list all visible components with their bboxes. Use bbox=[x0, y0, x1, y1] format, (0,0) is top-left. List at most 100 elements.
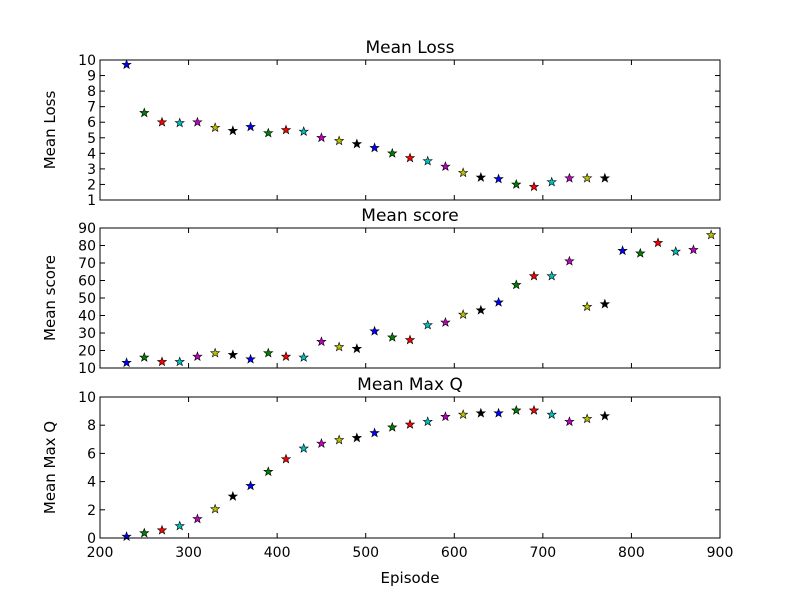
x-tick-label: 500 bbox=[352, 545, 379, 561]
y-tick-label: 20 bbox=[78, 344, 96, 360]
data-point bbox=[511, 279, 522, 290]
data-point bbox=[528, 270, 540, 281]
data-point bbox=[475, 304, 487, 315]
data-point bbox=[156, 524, 168, 535]
data-point bbox=[139, 107, 150, 118]
data-point bbox=[440, 411, 451, 422]
x-tick-label: 800 bbox=[618, 545, 645, 561]
data-point bbox=[404, 334, 416, 345]
data-point bbox=[599, 172, 611, 183]
y-tick-label: 4 bbox=[87, 475, 96, 491]
data-point bbox=[387, 421, 398, 432]
data-point bbox=[635, 247, 646, 258]
data-point bbox=[688, 244, 699, 255]
y-tick-label: 6 bbox=[87, 446, 96, 462]
data-point bbox=[333, 434, 345, 445]
x-axis-label: Episode bbox=[381, 569, 440, 587]
data-point bbox=[528, 181, 540, 192]
data-point bbox=[227, 349, 239, 360]
y-tick-label: 60 bbox=[78, 274, 96, 290]
data-point bbox=[546, 409, 557, 420]
y-tick-label: 8 bbox=[87, 418, 96, 434]
data-point bbox=[227, 490, 239, 501]
data-point bbox=[351, 432, 363, 443]
data-point bbox=[422, 155, 433, 166]
data-point bbox=[475, 171, 487, 182]
data-point bbox=[121, 357, 132, 368]
data-point bbox=[705, 229, 717, 240]
y-tick-label: 1 bbox=[87, 193, 96, 209]
y-axis-label: Mean Loss bbox=[41, 91, 59, 170]
data-point bbox=[617, 245, 628, 256]
data-point bbox=[192, 351, 203, 362]
data-point bbox=[457, 167, 469, 178]
y-tick-label: 5 bbox=[87, 131, 96, 147]
y-tick-label: 6 bbox=[87, 115, 96, 131]
data-point bbox=[581, 301, 593, 312]
data-point bbox=[564, 416, 575, 427]
data-point bbox=[245, 353, 256, 364]
x-tick-label: 300 bbox=[175, 545, 202, 561]
data-point bbox=[333, 341, 345, 352]
data-point bbox=[440, 161, 451, 171]
y-axis-label: Mean score bbox=[41, 255, 59, 341]
data-point bbox=[422, 319, 433, 330]
axes-frame bbox=[99, 227, 721, 369]
y-tick-label: 30 bbox=[78, 326, 96, 342]
x-tick-label: 400 bbox=[264, 545, 291, 561]
y-tick-label: 2 bbox=[87, 177, 96, 193]
y-tick-label: 10 bbox=[78, 53, 96, 69]
panel-title: Mean Loss bbox=[365, 38, 454, 58]
data-point bbox=[298, 442, 309, 453]
data-point bbox=[174, 520, 185, 531]
y-tick-label: 3 bbox=[87, 162, 96, 178]
y-tick-label: 10 bbox=[78, 361, 96, 377]
data-point bbox=[581, 413, 593, 424]
data-point bbox=[564, 172, 575, 183]
data-point bbox=[192, 513, 203, 524]
data-point bbox=[369, 427, 380, 438]
data-point bbox=[263, 466, 274, 477]
data-point bbox=[280, 453, 292, 464]
y-tick-label: 7 bbox=[87, 100, 96, 116]
data-point bbox=[227, 125, 239, 136]
y-tick-label: 70 bbox=[78, 256, 96, 272]
y-tick-label: 40 bbox=[78, 309, 96, 325]
data-point bbox=[280, 124, 292, 135]
data-point bbox=[263, 127, 274, 138]
data-point bbox=[245, 480, 256, 491]
data-point bbox=[139, 352, 150, 362]
data-point bbox=[670, 246, 681, 257]
data-point bbox=[440, 317, 451, 327]
data-point bbox=[298, 126, 309, 136]
data-point bbox=[493, 173, 504, 184]
y-axis-label: Mean Max Q bbox=[41, 421, 59, 514]
y-tick-label: 50 bbox=[78, 291, 96, 307]
x-tick-label: 900 bbox=[707, 545, 734, 561]
data-point bbox=[192, 116, 203, 127]
data-point bbox=[174, 117, 185, 128]
data-point bbox=[511, 404, 522, 415]
y-tick-label: 8 bbox=[87, 84, 96, 100]
data-point bbox=[369, 142, 380, 153]
data-point bbox=[245, 121, 256, 132]
y-tick-label: 9 bbox=[87, 69, 96, 85]
data-point bbox=[156, 116, 168, 127]
data-point bbox=[404, 152, 416, 163]
data-point bbox=[263, 347, 274, 358]
data-point bbox=[564, 255, 575, 266]
data-point bbox=[369, 325, 380, 336]
data-point bbox=[528, 404, 540, 415]
data-point bbox=[422, 416, 433, 427]
data-point bbox=[351, 343, 363, 354]
data-point bbox=[351, 138, 363, 149]
data-point bbox=[652, 237, 664, 248]
data-point bbox=[581, 172, 593, 183]
data-point bbox=[174, 356, 185, 367]
data-point bbox=[599, 410, 611, 421]
data-point bbox=[546, 270, 557, 281]
x-tick-label: 700 bbox=[529, 545, 556, 561]
data-point bbox=[316, 132, 327, 143]
